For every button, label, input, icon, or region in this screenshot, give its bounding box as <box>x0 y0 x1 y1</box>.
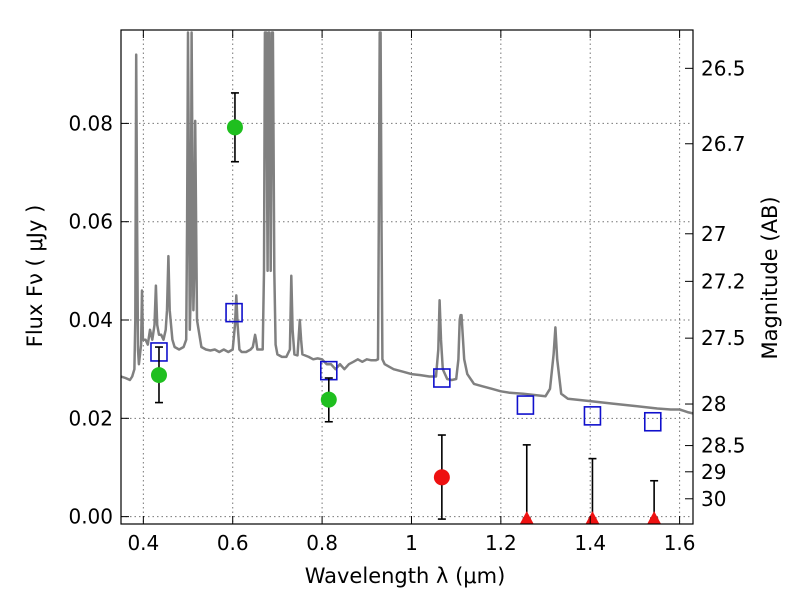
y-tick-label: 0.00 <box>68 505 113 529</box>
mag-tick-label: 28.5 <box>701 434 746 458</box>
model-photometry-square <box>583 406 602 426</box>
detection-point <box>150 367 167 384</box>
mag-tick-label: 27 <box>701 222 726 246</box>
x-tick-label: 1.2 <box>485 531 517 555</box>
detection-point <box>320 391 337 408</box>
plot-area <box>121 31 693 524</box>
y-tick-label: 0.02 <box>68 406 113 430</box>
y-axis-label: Flux Fν ( μJy ) <box>23 205 47 348</box>
detection-point <box>226 119 243 136</box>
x-tick-label: 0.8 <box>306 531 338 555</box>
x-tick-label: 0.6 <box>217 531 249 555</box>
grid-lines <box>121 30 693 524</box>
y-tick-label: 0.06 <box>68 210 113 234</box>
mag-tick-label: 30 <box>701 487 726 511</box>
mag-tick-label: 26.7 <box>701 132 746 156</box>
mag-tick-label: 27.5 <box>701 326 746 350</box>
upper-limit-marker <box>647 511 662 524</box>
mag-tick-label: 28 <box>701 392 726 416</box>
axes: 0.4 0.6 0.8 1 1.2 1.4 1.6 0.00 0.02 0.04 0.06 0.08 2… <box>68 30 746 555</box>
mag-tick-label: 29 <box>701 460 726 484</box>
model-photometry-square <box>643 411 662 432</box>
x-tick-label: 0.4 <box>127 531 159 555</box>
upper-limit-marker <box>585 511 600 524</box>
y-tick-label: 0.04 <box>68 308 113 332</box>
x-tick-label: 1.4 <box>574 531 606 555</box>
model-photometry-square <box>516 395 535 415</box>
y-tick-label: 0.08 <box>68 111 113 135</box>
x-tick-label: 1 <box>405 531 418 555</box>
model-photometry-square <box>225 302 243 323</box>
upper-limit-marker <box>519 511 534 524</box>
x-axis-label: Wavelength λ (μm) <box>305 564 506 588</box>
model-spectrum-line <box>121 31 693 415</box>
model-photometry-square <box>433 368 451 388</box>
mag-tick-label: 26.5 <box>701 56 746 80</box>
x-tick-label: 1.6 <box>664 531 696 555</box>
y2-axis-label: Magnitude (AB) <box>758 196 782 359</box>
mag-tick-label: 27.2 <box>701 269 746 293</box>
nondetection-point <box>433 469 450 486</box>
plot-frame <box>120 29 694 525</box>
